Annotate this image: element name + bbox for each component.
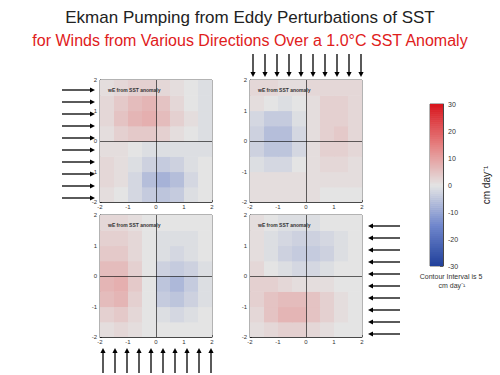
svg-text:1: 1 [182,339,186,345]
svg-text:-2: -2 [241,199,247,205]
svg-text:2: 2 [94,77,98,83]
svg-text:wE from SST anomaly: wE from SST anomaly [107,222,161,228]
svg-text:1: 1 [332,204,336,210]
svg-text:-1: -1 [92,169,98,175]
svg-text:-2: -2 [91,334,97,340]
svg-text:-2: -2 [97,204,103,210]
svg-text:1: 1 [332,339,336,345]
svg-text:-1: -1 [92,304,98,310]
svg-text:10: 10 [448,155,456,162]
svg-text:1: 1 [244,108,248,114]
svg-text:wE from SST anomaly: wE from SST anomaly [107,87,161,93]
svg-text:1: 1 [94,243,98,249]
svg-text:0: 0 [154,204,158,210]
svg-text:0: 0 [304,204,308,210]
svg-text:-2: -2 [91,199,97,205]
svg-text:2: 2 [360,339,364,345]
svg-text:Ekman Pumping from Eddy Pertur: Ekman Pumping from Eddy Perturbations of… [65,8,434,27]
svg-text:0: 0 [154,339,158,345]
svg-text:0: 0 [94,138,98,144]
svg-text:wE from SST anomaly: wE from SST anomaly [257,222,311,228]
svg-text:-10: -10 [448,209,458,216]
svg-text:20: 20 [448,128,456,135]
svg-text:-1: -1 [275,339,281,345]
svg-text:-30: -30 [448,263,458,270]
svg-text:-2: -2 [247,204,253,210]
svg-text:1: 1 [182,204,186,210]
svg-text:2: 2 [244,212,248,218]
svg-text:2: 2 [360,204,364,210]
svg-text:1: 1 [94,108,98,114]
svg-text:0: 0 [448,182,452,189]
svg-text:1: 1 [244,243,248,249]
svg-text:30: 30 [448,101,456,108]
svg-text:-1: -1 [275,204,281,210]
svg-text:0: 0 [94,273,98,279]
svg-text:0: 0 [244,273,248,279]
svg-text:wE from SST anomaly: wE from SST anomaly [257,87,311,93]
svg-text:-2: -2 [247,339,253,345]
svg-text:0: 0 [304,339,308,345]
svg-text:0: 0 [244,138,248,144]
svg-text:2: 2 [210,339,214,345]
svg-text:2: 2 [244,77,248,83]
svg-text:for Winds from Various Directi: for Winds from Various Directions Over a… [32,32,467,49]
svg-text:-20: -20 [448,236,458,243]
svg-text:Contour Interval is 5: Contour Interval is 5 [420,273,485,280]
svg-text:-1: -1 [242,169,248,175]
svg-text:-2: -2 [97,339,103,345]
svg-text:-1: -1 [125,204,131,210]
svg-text:cm day⁻¹: cm day⁻¹ [439,282,467,290]
svg-text:-2: -2 [241,334,247,340]
svg-text:-1: -1 [125,339,131,345]
svg-text:2: 2 [210,204,214,210]
svg-text:cm day⁻¹: cm day⁻¹ [481,165,492,204]
svg-text:2: 2 [94,212,98,218]
svg-text:-1: -1 [242,304,248,310]
